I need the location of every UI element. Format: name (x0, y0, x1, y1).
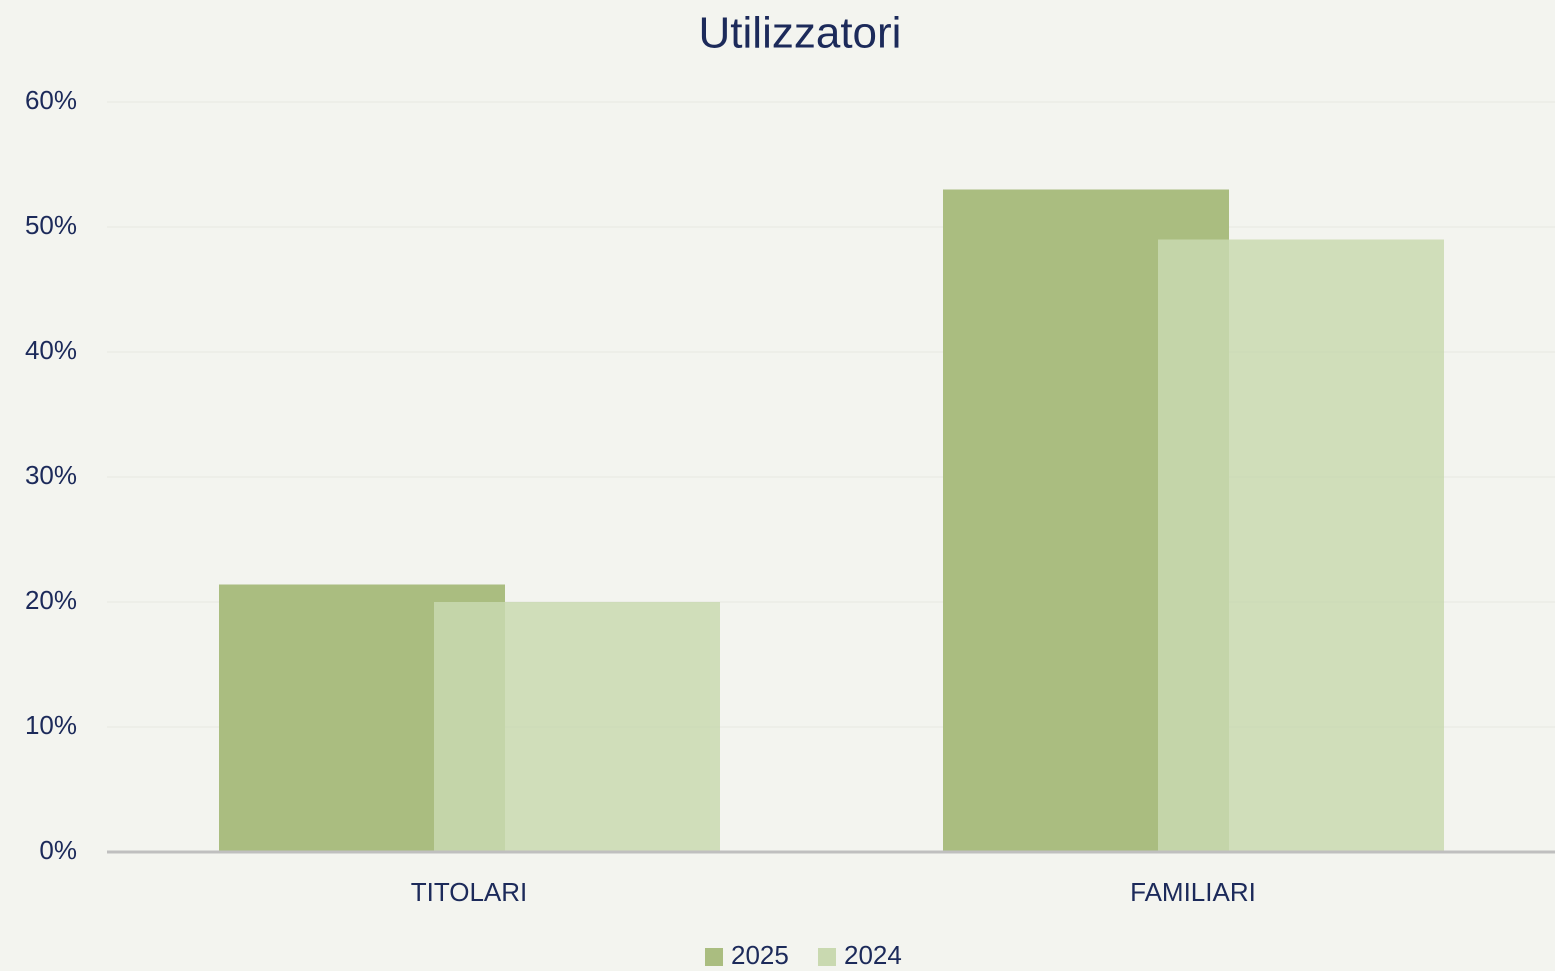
x-tick-label: FAMILIARI (1130, 877, 1256, 907)
y-tick-label: 50% (25, 210, 77, 240)
legend-label: 2025 (731, 940, 789, 970)
y-tick-label: 30% (25, 460, 77, 490)
y-tick-label: 10% (25, 710, 77, 740)
x-tick-label: TITOLARI (411, 877, 528, 907)
chart-title: Utilizzatori (699, 9, 902, 58)
legend-swatch (818, 948, 836, 966)
y-tick-label: 60% (25, 85, 77, 115)
legend-swatch (705, 948, 723, 966)
bar (1158, 239, 1444, 852)
y-tick-label: 40% (25, 335, 77, 365)
y-tick-label: 0% (39, 835, 77, 865)
y-tick-label: 20% (25, 585, 77, 615)
bar (434, 602, 720, 852)
legend-label: 2024 (844, 940, 902, 970)
